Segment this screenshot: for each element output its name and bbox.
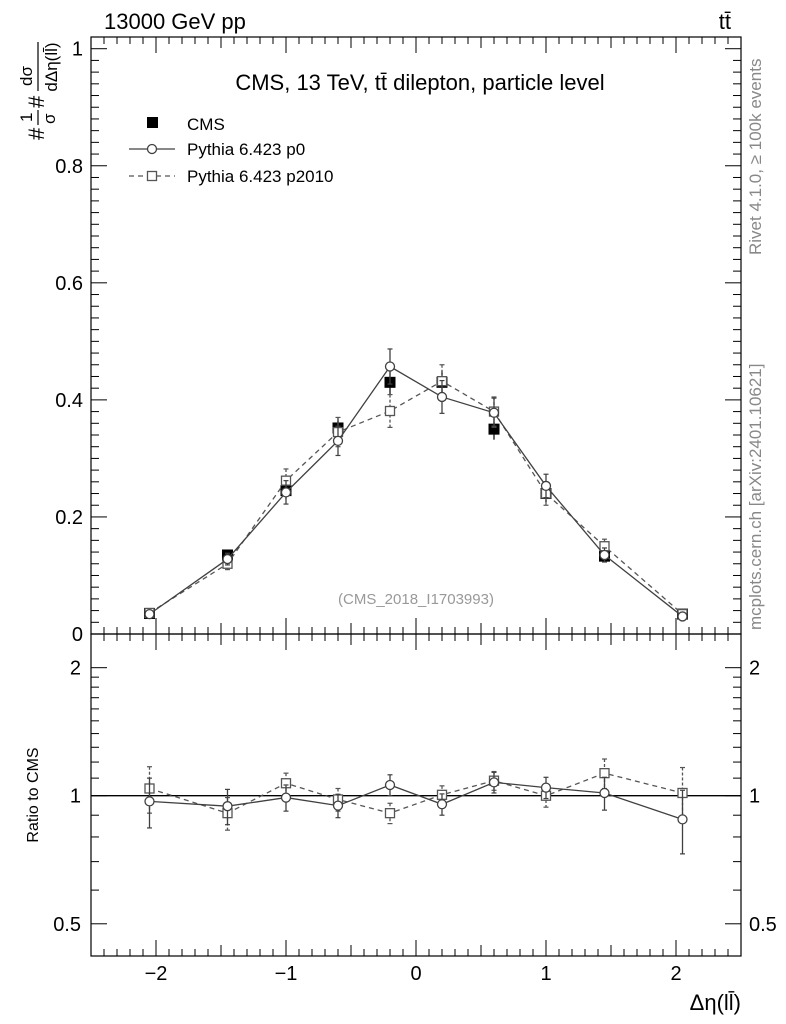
p2010-ratio-point	[384, 808, 396, 819]
main-axis-ticks	[90, 37, 742, 635]
main-tick-labels: 0 0.2 0.4 0.6 0.8 1	[55, 39, 83, 646]
p0-ratio-point	[488, 777, 500, 788]
main-y-axis-label: # 1 σ # dσ dΔη(ll̄)	[17, 42, 61, 140]
p2010-ratio-point	[599, 768, 610, 779]
p0-ratio-point	[280, 792, 292, 803]
legend-cms-marker	[147, 117, 158, 128]
p0-point	[144, 608, 155, 620]
x-tick-label: −2	[145, 963, 168, 985]
p0-point	[280, 487, 292, 498]
p0-point	[488, 407, 500, 418]
y-tick-label: 1	[72, 39, 83, 61]
ratio-y-tick-label-right: 1	[749, 786, 760, 808]
p0-ratio-point	[222, 801, 233, 812]
ratio-panel: 0.5 0.5 1 1 2 2 Ratio to CMS −2 −1 0 1 2 Δη(ll̄)	[25, 633, 777, 1015]
source-label: mcplots.cern.ch [arXiv:2401.10621]	[746, 364, 765, 630]
p0-ratio-line	[149, 781, 683, 820]
y-label-den: dΔη(ll̄)	[42, 42, 61, 91]
y-tick-label: 0.4	[55, 390, 83, 412]
ratio-y-tick-label-left: 1	[70, 786, 81, 808]
legend-p0-marker	[146, 143, 158, 155]
ratio-y-tick-label-right: 2	[749, 658, 760, 680]
x-tick-label: 2	[670, 963, 681, 985]
legend-p2010-marker	[146, 170, 158, 182]
p2010-ratio-line	[149, 772, 683, 814]
y-label-frac-num: 1	[17, 113, 36, 122]
legend-p0-label: Pythia 6.423 p0	[187, 140, 305, 159]
p2010-line	[149, 380, 683, 615]
p0-ratio-point	[436, 799, 448, 810]
p2010-point	[384, 405, 396, 417]
ratio-y-tick-label-right: 0.5	[749, 914, 777, 936]
y-tick-label: 0.6	[55, 273, 83, 295]
p0-ratio-point	[599, 787, 610, 799]
p0-ratio-point	[540, 782, 552, 793]
p0-ratio-point	[144, 796, 155, 807]
legend-p2010-label: Pythia 6.423 p2010	[187, 167, 334, 186]
legend-cms-label: CMS	[187, 115, 225, 134]
energy-label: 13000 GeV pp	[104, 9, 246, 34]
ratio-y-tick-label-left: 0.5	[53, 914, 81, 936]
x-tick-label: 1	[540, 963, 551, 985]
p0-ratio-point	[384, 779, 396, 791]
p0-point	[540, 480, 552, 492]
y-label-prefix: #	[24, 127, 49, 140]
p0-point	[436, 391, 448, 403]
p0-point	[222, 553, 233, 565]
x-tick-label: −1	[275, 963, 298, 985]
legend: CMS Pythia 6.423 p0 Pythia 6.423 p2010	[129, 115, 334, 186]
main-series-layer	[144, 348, 688, 622]
p0-point	[332, 435, 344, 447]
process-label: tt̄	[719, 9, 731, 34]
y-tick-label: 0.2	[55, 507, 83, 529]
analysis-id-label: (CMS_2018_I1703993)	[338, 591, 494, 608]
y-label-suffix: #	[24, 95, 49, 108]
y-label-num: dσ	[17, 66, 36, 86]
main-panel: 0 0.2 0.4 0.6 0.8 1 CMS, 13 TeV, tt̄ dilepton…	[17, 36, 742, 646]
x-axis-label: Δη(ll̄)	[690, 990, 741, 1015]
p0-ratio-point	[677, 814, 688, 825]
rivet-version-label: Rivet 4.1.0, ≥ 100k events	[746, 59, 765, 255]
ratio-y-tick-label-left: 2	[70, 658, 81, 680]
cms-point	[488, 423, 500, 435]
ratio-series-layer	[91, 758, 741, 855]
x-tick-label: 0	[410, 963, 421, 985]
y-label-frac-den: σ	[40, 113, 59, 124]
p0-point	[677, 611, 688, 622]
plot-title: CMS, 13 TeV, tt̄ dilepton, particle leve…	[235, 70, 604, 95]
p0-ratio-point	[332, 800, 344, 811]
y-tick-label: 0	[72, 624, 83, 646]
x-tick-labels: −2 −1 0 1 2	[145, 963, 682, 985]
y-tick-label: 0.8	[55, 156, 83, 178]
p0-point	[384, 361, 396, 372]
ratio-tick-labels: 0.5 0.5 1 1 2 2	[53, 658, 777, 936]
p0-point	[599, 549, 610, 561]
ratio-y-axis-label: Ratio to CMS	[25, 747, 42, 842]
p0-line	[149, 365, 683, 617]
